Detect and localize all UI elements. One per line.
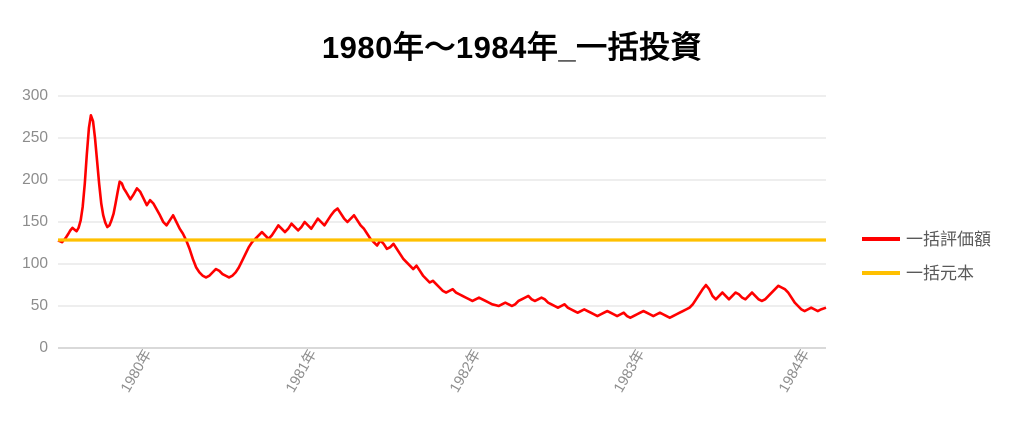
y-tick-label: 0 (39, 339, 48, 356)
y-tick-label: 200 (22, 171, 48, 188)
y-tick-label: 150 (22, 213, 48, 230)
y-tick-label: 250 (22, 129, 48, 146)
legend-item-1[interactable]: 一括評価額 (862, 222, 1022, 256)
gridlines (58, 95, 826, 349)
legend-item-2[interactable]: 一括元本 (862, 256, 1022, 290)
legend-label: 一括評価額 (906, 229, 991, 249)
legend-swatch-icon (862, 237, 900, 241)
legend-swatch-icon (862, 271, 900, 275)
chart-legend: 一括評価額 一括元本 (862, 222, 1022, 290)
series-line-1 (57, 114, 827, 320)
legend-label: 一括元本 (906, 263, 974, 283)
data-series (57, 114, 827, 320)
y-tick-label: 50 (30, 297, 48, 314)
chart-title: 1980年～1984年_一括投資 (321, 30, 703, 65)
y-tick-label: 300 (22, 87, 48, 104)
y-tick-label: 100 (22, 255, 48, 272)
